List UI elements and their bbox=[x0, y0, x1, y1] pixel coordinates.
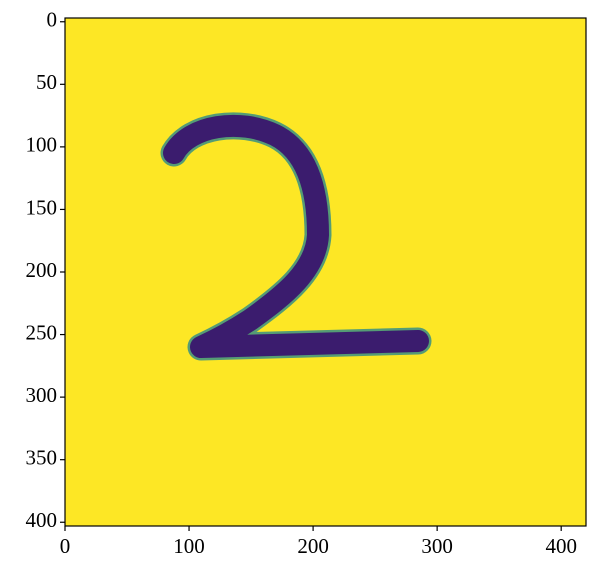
x-tick-label: 0 bbox=[60, 534, 71, 558]
y-tick-label: 200 bbox=[26, 258, 58, 282]
y-tick-label: 0 bbox=[47, 8, 58, 32]
y-tick-label: 400 bbox=[26, 508, 58, 532]
y-tick-label: 300 bbox=[26, 383, 58, 407]
x-tick-label: 400 bbox=[545, 534, 577, 558]
y-tick-label: 350 bbox=[26, 445, 58, 469]
y-tick-label: 50 bbox=[36, 70, 57, 94]
chart: 0100200300400050100150200250300350400 bbox=[0, 0, 590, 565]
y-tick-label: 150 bbox=[26, 195, 58, 219]
x-tick-label: 300 bbox=[421, 534, 453, 558]
x-tick-label: 200 bbox=[297, 534, 329, 558]
y-tick-label: 100 bbox=[26, 133, 58, 157]
x-tick-label: 100 bbox=[173, 534, 205, 558]
image-background bbox=[65, 18, 586, 526]
y-tick-label: 250 bbox=[26, 320, 58, 344]
